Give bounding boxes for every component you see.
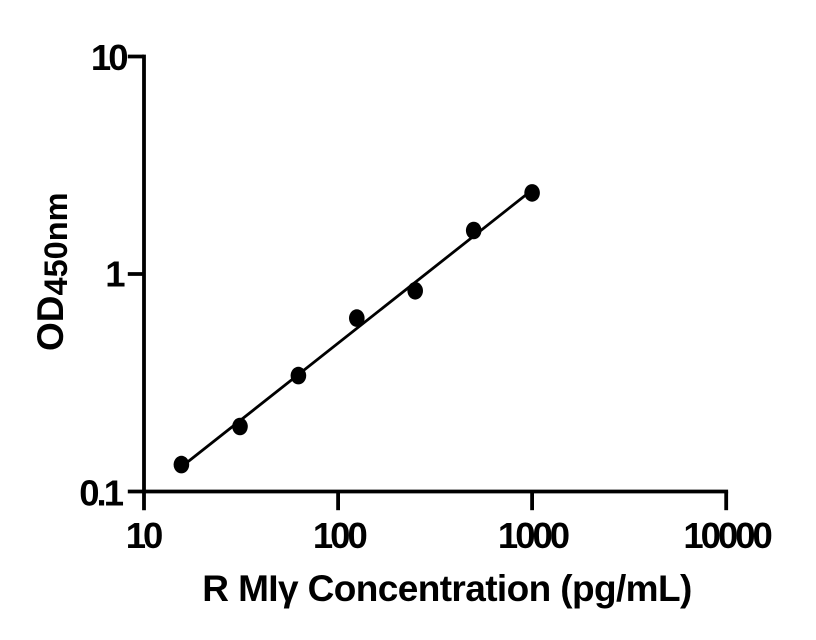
svg-text:0.1: 0.1 <box>79 473 123 514</box>
svg-text:OD450nm: OD450nm <box>30 193 74 351</box>
svg-text:10: 10 <box>126 515 162 556</box>
svg-text:100: 100 <box>313 515 367 556</box>
svg-text:10000: 10000 <box>683 515 771 556</box>
svg-text:R MIγ Concentration (pg/mL): R MIγ Concentration (pg/mL) <box>202 568 691 609</box>
svg-text:1000: 1000 <box>498 515 569 556</box>
svg-text:10: 10 <box>91 37 127 78</box>
svg-text:1: 1 <box>105 254 125 295</box>
